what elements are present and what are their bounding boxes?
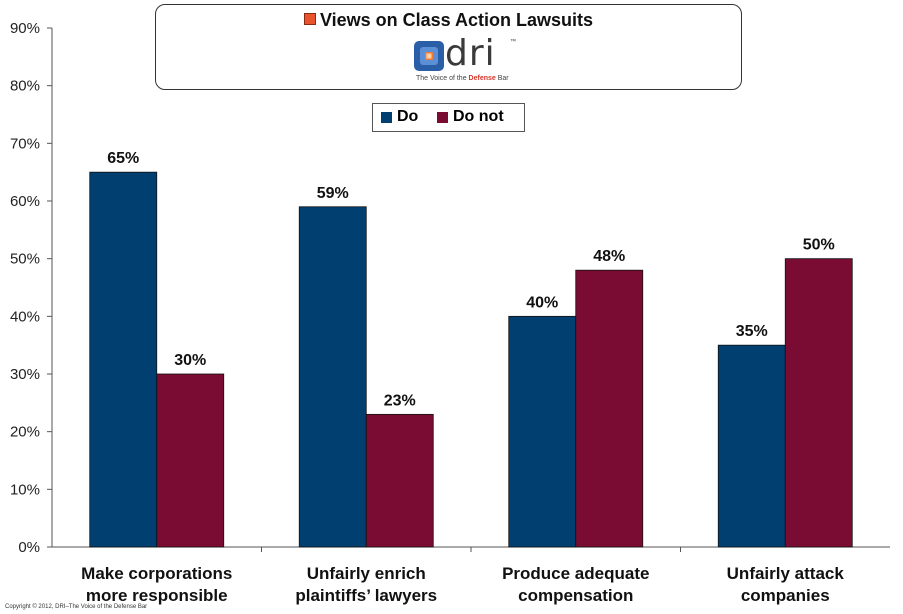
title-box: Views on Class Action Lawsuits dri ™ The… xyxy=(155,4,742,90)
bar-do xyxy=(298,206,367,548)
y-tick-label: 0% xyxy=(18,539,40,556)
y-tick-label: 60% xyxy=(10,193,40,210)
bar-do-not xyxy=(575,269,644,548)
bar-do-not xyxy=(784,258,853,548)
data-label: 30% xyxy=(174,352,206,369)
data-label: 48% xyxy=(593,248,625,265)
y-tick-label: 10% xyxy=(10,481,40,498)
data-label: 50% xyxy=(803,237,835,254)
bars xyxy=(89,171,853,548)
y-tick-label: 20% xyxy=(10,424,40,441)
title-bullet-icon xyxy=(303,13,316,25)
legend-swatch-do xyxy=(381,111,392,123)
legend-label-do: Do xyxy=(397,108,419,125)
x-tick-label: plaintiffs’ lawyers xyxy=(295,586,437,605)
data-label: 40% xyxy=(526,294,558,311)
bar-do-not xyxy=(365,413,434,548)
dri-logo: dri ™ The Voice of the Defense Bar xyxy=(414,33,534,87)
logo-tagline: The Voice of the Defense Bar xyxy=(416,75,509,82)
y-tick-label: 90% xyxy=(10,20,40,37)
bar-do xyxy=(508,315,577,548)
bar-do xyxy=(89,171,158,548)
x-tick-label: compensation xyxy=(518,586,633,605)
chart-title: Views on Class Action Lawsuits xyxy=(156,10,741,31)
dri-logo-icon xyxy=(414,41,444,71)
x-tick-label: Unfairly attack xyxy=(727,564,845,583)
legend-item-do-not: Do not xyxy=(437,108,504,126)
x-tick-label: Produce adequate xyxy=(502,564,649,583)
legend-label-do-not: Do not xyxy=(453,108,504,125)
x-tick-label: Unfairly enrich xyxy=(307,564,426,583)
x-tick-label: more responsible xyxy=(86,586,228,605)
y-tick-label: 40% xyxy=(10,308,40,325)
bar-do xyxy=(717,344,786,548)
y-tick-label: 50% xyxy=(10,251,40,268)
chart-title-text: Views on Class Action Lawsuits xyxy=(319,10,594,30)
legend-item-do: Do xyxy=(381,108,418,126)
x-tick-label: companies xyxy=(741,586,830,605)
logo-tm: ™ xyxy=(510,39,516,45)
data-label: 23% xyxy=(384,392,416,409)
y-tick-label: 80% xyxy=(10,78,40,95)
logo-word: dri xyxy=(445,33,496,74)
y-tick-label: 30% xyxy=(10,366,40,383)
copyright-text: Copyright © 2012, DRI–The Voice of the D… xyxy=(5,604,148,610)
bar-do-not xyxy=(156,373,225,548)
legend-swatch-do-not xyxy=(437,111,448,123)
data-labels: 65% 30% 59% 23% 40% 48% 35% 50% xyxy=(107,150,835,409)
legend: Do Do not xyxy=(372,103,525,132)
x-axis-labels: Make corporations more responsible Unfairl… xyxy=(81,564,844,605)
data-label: 35% xyxy=(736,323,768,340)
y-tick-label: 70% xyxy=(10,135,40,152)
x-tick-label: Make corporations xyxy=(81,564,232,583)
data-label: 59% xyxy=(317,185,349,202)
data-label: 65% xyxy=(107,150,139,167)
